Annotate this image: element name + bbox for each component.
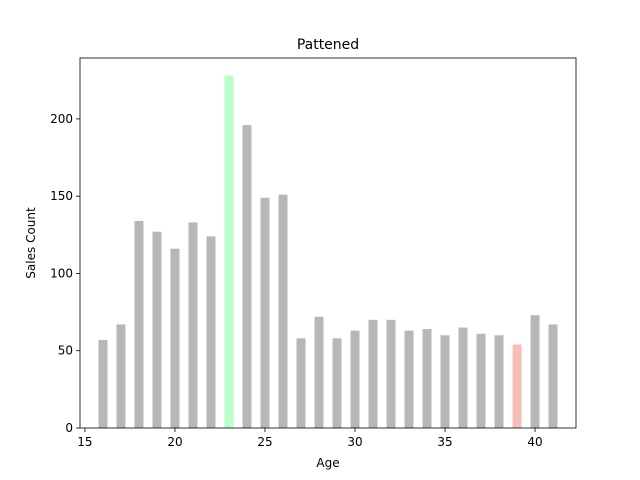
x-tick-label: 25 [257,435,272,449]
bar-age-31 [368,319,378,428]
bar-age-34 [422,329,432,428]
x-tick-label: 30 [347,435,362,449]
x-tick-label: 40 [527,435,542,449]
bar-age-33 [404,330,414,428]
bar-age-23 [224,75,234,428]
chart-title: Pattened [297,37,359,53]
bars-group [98,75,558,429]
x-tick-label: 35 [437,435,452,449]
bar-age-40 [530,315,540,428]
y-tick-label: 100 [50,266,73,280]
bar-age-17 [116,324,126,428]
y-tick-label: 50 [58,344,73,358]
y-tick-label: 150 [50,189,73,203]
x-axis-ticks: 15 20 25 30 35 40 [77,428,543,449]
x-tick-label: 20 [167,435,182,449]
x-tick-label: 15 [77,435,92,449]
x-axis-label: Age [316,456,339,470]
bar-age-19 [152,231,162,428]
bar-age-20 [170,248,180,428]
bar-age-36 [458,327,468,428]
y-axis-label: Sales Count [24,207,38,279]
bar-age-35 [440,335,450,428]
bar-age-24 [242,125,252,429]
bar-age-28 [314,316,324,428]
bar-age-16 [98,339,108,428]
bar-age-41 [548,324,558,428]
bar-age-21 [188,222,198,428]
y-tick-label: 0 [65,421,73,435]
y-axis-ticks: 0 50 100 150 200 [50,112,80,435]
bar-age-30 [350,330,360,428]
y-tick-label: 200 [50,112,73,126]
bar-age-27 [296,338,306,428]
bar-age-25 [260,197,270,428]
bar-age-22 [206,236,216,428]
bar-age-39 [512,344,522,428]
bar-age-26 [278,194,288,428]
bar-age-37 [476,333,486,428]
plot-frame [79,57,577,429]
bar-age-32 [386,319,396,428]
bar-age-38 [494,335,504,428]
bar-age-18 [134,220,144,428]
bar-age-29 [332,338,342,428]
